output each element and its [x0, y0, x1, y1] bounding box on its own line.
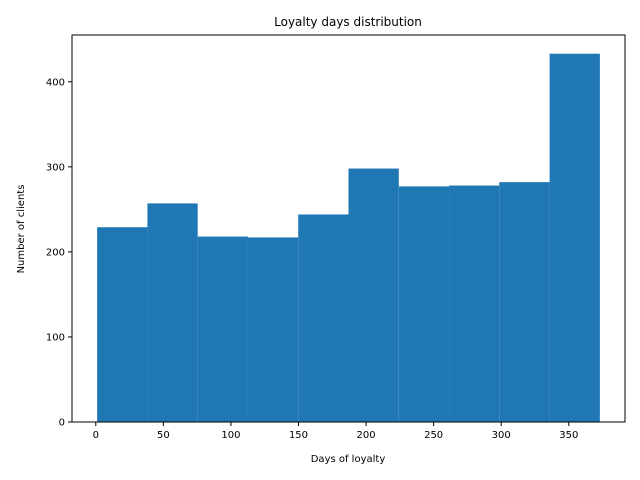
x-tick-label: 350	[559, 430, 578, 441]
histogram-bar-2	[147, 203, 198, 422]
chart-title: Loyalty days distribution	[274, 15, 422, 29]
y-tick-label: 400	[46, 77, 65, 88]
x-tick-label: 0	[93, 430, 99, 441]
y-tick-label: 100	[46, 332, 65, 343]
plot-frame	[71, 34, 626, 423]
y-tick-label: 0	[59, 418, 65, 429]
x-ticks: 0 50 100 150 200 250 300 350	[93, 422, 578, 441]
y-tick-label: 200	[46, 247, 65, 258]
y-axis-label: Number of clients	[16, 185, 27, 274]
histogram-bar-3	[197, 236, 248, 422]
axes-layer	[71, 34, 626, 423]
histogram-bar-9	[499, 182, 550, 422]
histogram-bar-5	[298, 214, 349, 422]
histogram-bar-6	[348, 168, 399, 422]
x-axis-label: Days of loyalty	[311, 454, 386, 465]
x-tick-label: 200	[357, 430, 376, 441]
x-tick-label: 300	[492, 430, 511, 441]
histogram-bar-4	[247, 237, 299, 422]
bars-layer	[97, 53, 600, 422]
x-tick-label: 100	[221, 430, 240, 441]
y-ticks: 0 100 200 300 400	[46, 77, 72, 429]
x-tick-label: 50	[157, 430, 170, 441]
histogram-bar-7	[398, 186, 450, 422]
y-tick-label: 300	[46, 162, 65, 173]
histogram-bar-10	[549, 53, 600, 422]
histogram-bar-1	[97, 227, 148, 422]
x-tick-label: 150	[289, 430, 308, 441]
x-tick-label: 250	[424, 430, 443, 441]
histogram-bar-8	[449, 185, 500, 422]
